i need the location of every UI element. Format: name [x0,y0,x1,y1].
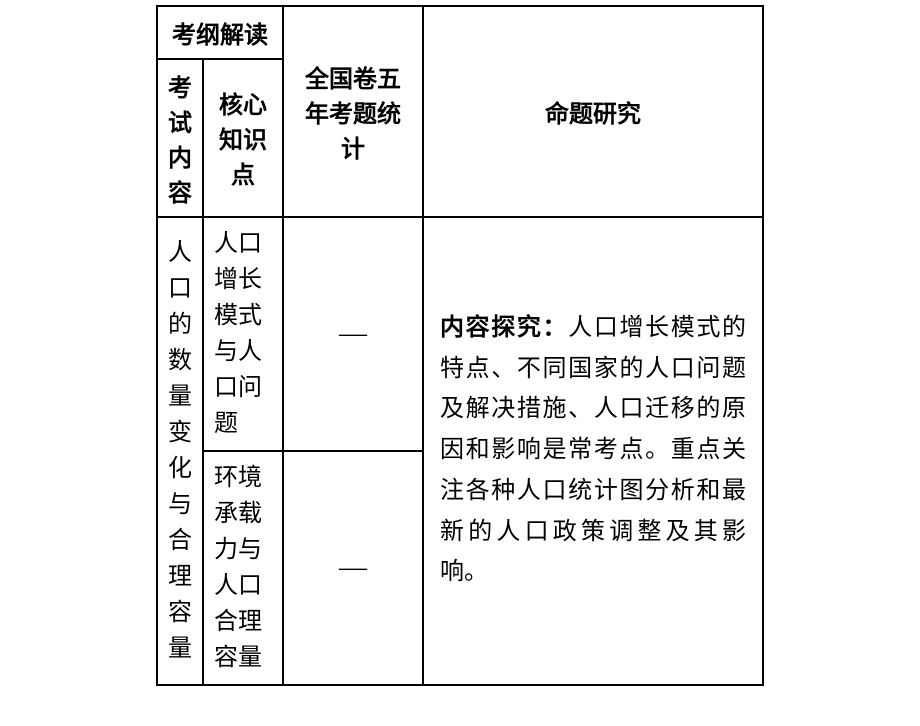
research-text: 人口增长模式的特点、不同国家的人口问题及解决措施、人口迁移的原因和影响是常考点。… [440,315,746,586]
knowledge-cell-2: 环境承载力与人口合理容量 [203,451,283,685]
table-container: 考纲解读 全国卷五年考题统计 命题研究 考试内容 核心知识点 人口的数量变化与合… [116,0,804,726]
research-label: 内容探究： [440,315,568,341]
header-research: 命题研究 [423,6,763,217]
data-row-1: 人口的数量变化与合理容量 人口增长模式与人口问题 — 内容探究：人口增长模式的特… [157,217,763,451]
knowledge-cell-1: 人口增长模式与人口问题 [203,217,283,451]
header-core-knowledge: 核心知识点 [203,59,283,217]
header-exam-content: 考试内容 [157,59,203,217]
exam-topic-cell: 人口的数量变化与合理容量 [157,217,203,685]
syllabus-table: 考纲解读 全国卷五年考题统计 命题研究 考试内容 核心知识点 人口的数量变化与合… [156,5,764,686]
header-row-1: 考纲解读 全国卷五年考题统计 命题研究 [157,6,763,59]
research-content-cell: 内容探究：人口增长模式的特点、不同国家的人口问题及解决措施、人口迁移的原因和影响… [423,217,763,685]
header-national-exam: 全国卷五年考题统计 [283,6,423,217]
dash-cell-1: — [283,217,423,451]
dash-cell-2: — [283,451,423,685]
header-syllabus: 考纲解读 [157,6,283,59]
